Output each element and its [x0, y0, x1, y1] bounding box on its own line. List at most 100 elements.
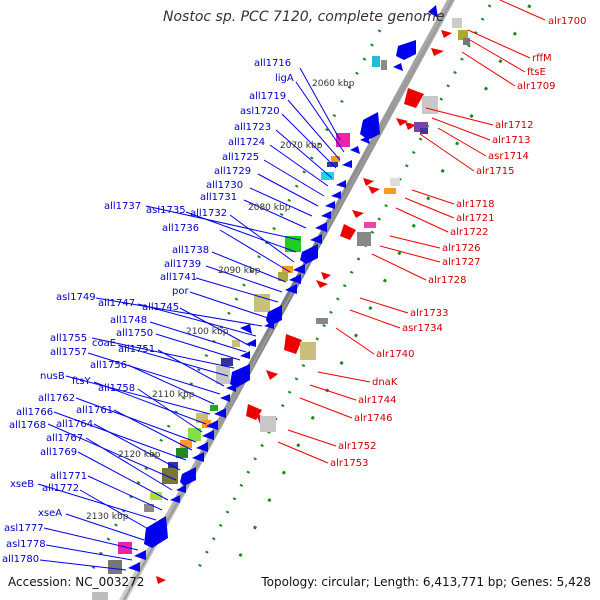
gene-label[interactable]: all1730 [206, 180, 243, 191]
gene-arrow [220, 394, 230, 402]
gene-label[interactable]: alr1728 [428, 275, 466, 286]
gene-label[interactable]: all1741 [160, 272, 197, 283]
gene-arrow [246, 339, 256, 347]
gene-box-navy [420, 128, 428, 134]
gene-label[interactable]: ligA [275, 73, 294, 84]
gene-label[interactable]: all1771 [50, 471, 87, 482]
gene-label[interactable]: alr1744 [358, 395, 396, 406]
gene-label[interactable]: asl1720 [240, 106, 280, 117]
gene-box-orange [331, 156, 340, 162]
gene-label[interactable]: alr1740 [376, 349, 414, 360]
gene-arrow [206, 420, 218, 430]
gene-label[interactable]: asl1735 [146, 205, 186, 216]
gene-arrow [264, 321, 274, 329]
gene-label[interactable]: alr1713 [492, 135, 530, 146]
gene-box-lightgrey [422, 96, 438, 114]
gene-label[interactable]: all1745 [142, 302, 179, 313]
gene-box-lightgrey [260, 416, 276, 432]
gene-box-grey [144, 504, 154, 512]
gene-box-magenta [336, 133, 350, 147]
gene-label[interactable]: all1739 [164, 259, 201, 270]
gene-label[interactable]: all1723 [234, 122, 271, 133]
gene-label[interactable]: coaE [92, 338, 116, 349]
gene-label[interactable]: alr1721 [456, 213, 494, 224]
gene-label[interactable]: all1716 [254, 58, 291, 69]
gene-label[interactable]: asl1749 [56, 292, 96, 303]
gene-label[interactable]: all1732 [190, 208, 227, 219]
gene-label[interactable]: alr1715 [476, 166, 514, 177]
gene-label[interactable]: all1725 [222, 152, 259, 163]
gene-label[interactable]: rffM [532, 53, 552, 64]
coordinate-tick-2130kbp: 2130 kbp [86, 512, 129, 522]
gene-label[interactable]: asl1778 [6, 539, 46, 550]
leader-lines-plus [277, 0, 546, 464]
gene-box-olive [458, 30, 468, 40]
gene-label[interactable]: all1756 [90, 360, 127, 371]
gene-arrow [331, 191, 341, 199]
gene-arrow [431, 48, 444, 56]
gene-label[interactable]: alr1722 [450, 227, 488, 238]
gene-label[interactable]: alr1727 [442, 257, 480, 268]
gene-label[interactable]: all1738 [172, 245, 209, 256]
gene-arrow [170, 495, 180, 503]
gene-label[interactable]: nusB [40, 371, 65, 382]
gene-label[interactable]: alr1746 [354, 413, 392, 424]
gene-label[interactable]: all1736 [162, 223, 199, 234]
gene-box-lime [188, 428, 201, 441]
gene-label[interactable]: ftsE [527, 67, 546, 78]
gene-label[interactable]: alr1709 [517, 81, 555, 92]
gene-label[interactable]: all1737 [104, 201, 141, 212]
gene-label[interactable]: xseB [10, 479, 34, 490]
gene-arrow [396, 118, 408, 126]
gene-arrow [156, 576, 166, 584]
plus-strand-features [156, 18, 470, 584]
gene-label[interactable]: xseA [38, 508, 62, 519]
gene-arrow [316, 280, 328, 288]
gene-label[interactable]: ftsY [72, 376, 91, 387]
gene-label[interactable]: asr1714 [488, 151, 529, 162]
gene-label[interactable]: all1768 [9, 420, 46, 431]
gene-label[interactable]: all1758 [98, 383, 135, 394]
gene-label[interactable]: all1761 [76, 405, 113, 416]
gene-label[interactable]: all1750 [116, 328, 153, 339]
gene-label[interactable]: all1755 [50, 333, 87, 344]
gene-label[interactable]: all1751 [118, 344, 155, 355]
gene-label[interactable]: alr1753 [330, 458, 368, 469]
coordinate-tick-2110kbp: 2110 kbp [152, 390, 195, 400]
gene-label[interactable]: all1719 [249, 91, 286, 102]
gene-label[interactable]: all1766 [16, 407, 53, 418]
gene-box-green [210, 405, 218, 411]
gene-label[interactable]: dnaK [372, 377, 398, 388]
gene-box-khaki [300, 342, 316, 360]
gene-label[interactable]: all1729 [214, 166, 251, 177]
gene-label[interactable]: alr1726 [442, 243, 480, 254]
gene-label[interactable]: all1747 [98, 298, 135, 309]
gene-label[interactable]: por [172, 286, 189, 297]
gene-label[interactable]: asl1777 [4, 523, 44, 534]
gene-label[interactable]: all1762 [38, 393, 75, 404]
gene-label[interactable]: alr1752 [338, 441, 376, 452]
gene-arrow [300, 244, 318, 264]
gene-arrow [293, 264, 305, 274]
gene-label[interactable]: alr1733 [410, 308, 448, 319]
gene-label[interactable]: alr1718 [456, 199, 494, 210]
gene-label[interactable]: all1780 [2, 554, 39, 565]
gene-label[interactable]: all1767 [46, 433, 83, 444]
gene-label[interactable]: asr1734 [402, 323, 443, 334]
gene-box-orange [384, 188, 396, 194]
gene-label[interactable]: all1772 [42, 483, 79, 494]
gene-label[interactable]: all1731 [200, 192, 237, 203]
gene-label[interactable]: all1769 [40, 447, 77, 458]
gene-box-magenta [118, 542, 132, 554]
gene-label[interactable]: all1748 [110, 315, 147, 326]
gene-label[interactable]: all1757 [50, 347, 87, 358]
gene-box-khaki [232, 340, 240, 347]
gene-label[interactable]: alr1712 [495, 120, 533, 131]
gene-arrow [404, 88, 424, 108]
gene-arrow [340, 224, 356, 240]
gene-arrow [230, 364, 250, 388]
gene-arrow [284, 334, 302, 354]
gene-label[interactable]: alr1700 [548, 16, 586, 27]
gene-label[interactable]: all1764 [56, 419, 93, 430]
gene-label[interactable]: all1724 [228, 137, 265, 148]
